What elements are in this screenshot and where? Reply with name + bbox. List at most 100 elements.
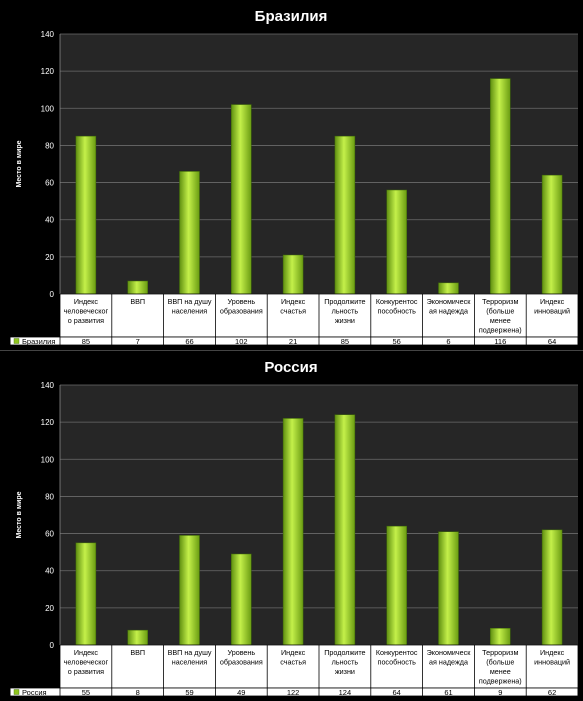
x-category-label: Уровень — [227, 297, 255, 306]
x-category-label: (больше — [486, 307, 514, 316]
y-tick-label: 120 — [41, 67, 55, 76]
data-label: 122 — [287, 688, 300, 697]
x-category-label: человеческог — [64, 658, 109, 667]
chart-title: Бразилия — [255, 8, 328, 25]
x-category-label: жизни — [335, 667, 355, 676]
bar — [490, 628, 511, 646]
x-category-label: инноваций — [534, 658, 570, 667]
y-tick-label: 100 — [41, 455, 55, 464]
chart-russia: Россия 0 20 40 60 80 100 120 140 Место в мире Инде… — [9, 359, 579, 700]
x-category-label: Экономическ — [427, 297, 472, 306]
y-tick-label: 80 — [45, 141, 54, 150]
x-category-label: счастья — [280, 658, 306, 667]
data-label: 55 — [82, 688, 90, 697]
x-category-label: Экономическ — [427, 648, 472, 657]
legend-label: Бразилия — [22, 337, 55, 346]
x-category-label: Уровень — [227, 648, 255, 657]
x-category-label: менее — [490, 667, 511, 676]
y-tick-label: 20 — [45, 604, 54, 613]
x-category-label: пособность — [378, 307, 417, 316]
legend-swatch — [13, 689, 20, 695]
bar — [334, 135, 356, 295]
x-category-label: ВВП на душу — [168, 648, 212, 657]
plot-area — [60, 385, 578, 645]
data-label: 7 — [136, 337, 140, 346]
y-tick-label: 40 — [45, 216, 54, 225]
data-label: 124 — [339, 688, 352, 697]
x-category-label: льность — [332, 307, 359, 316]
x-category-label: Продолжите — [324, 648, 365, 657]
x-category-label: Индекс — [74, 297, 99, 306]
data-label: 6 — [446, 337, 450, 346]
legend-swatch — [13, 338, 20, 344]
x-category-label: менее — [490, 316, 511, 325]
x-category-label: ВВП — [130, 648, 145, 657]
bar — [541, 174, 563, 295]
data-label: 85 — [82, 337, 90, 346]
y-tick-label: 40 — [45, 567, 54, 576]
bar — [179, 535, 200, 646]
bar — [282, 254, 304, 295]
x-category-label: ая надежда — [429, 658, 468, 667]
y-axis-label: Место в мире — [16, 140, 23, 187]
x-category-label: Индекс — [281, 648, 306, 657]
bar — [231, 104, 252, 295]
data-label: 49 — [237, 688, 245, 697]
y-tick-label: 0 — [50, 290, 55, 299]
x-category-label: населения — [172, 307, 207, 316]
bar — [127, 629, 148, 646]
x-category-label: ВВП на душу — [168, 297, 212, 306]
x-category-label: жизни — [335, 316, 355, 325]
y-tick-label: 140 — [41, 30, 55, 39]
x-category-label: Терроризм — [482, 648, 518, 657]
x-category-label: ая надежда — [429, 307, 468, 316]
bar — [438, 531, 459, 646]
chart-panel-brazil: Бразилия 0 20 40 60 80 100 120 140 Место в мире Ин… — [0, 0, 583, 349]
bar — [334, 414, 356, 646]
chart-brazil: Бразилия 0 20 40 60 80 100 120 140 Место в мире Ин… — [9, 8, 579, 349]
x-category-label: подвержена) — [479, 677, 522, 686]
data-label: 102 — [235, 337, 248, 346]
y-tick-label: 0 — [50, 641, 55, 650]
bar — [386, 525, 407, 646]
data-label: 59 — [185, 688, 193, 697]
y-tick-label: 20 — [45, 253, 54, 262]
data-label: 9 — [498, 688, 502, 697]
bar — [75, 542, 97, 646]
bar — [282, 418, 304, 646]
bar — [75, 135, 97, 295]
data-label: 8 — [136, 688, 140, 697]
y-tick-label: 60 — [45, 179, 54, 188]
bar — [127, 280, 148, 295]
data-label: 56 — [393, 337, 401, 346]
x-category-label: Конкурентос — [376, 297, 418, 306]
x-category-label: льность — [332, 658, 359, 667]
data-label: 85 — [341, 337, 349, 346]
bar — [541, 529, 563, 646]
data-label: 21 — [289, 337, 297, 346]
x-category-label: Конкурентос — [376, 648, 418, 657]
x-category-label: ВВП — [130, 297, 145, 306]
x-category-label: образования — [220, 307, 263, 316]
x-category-label: Индекс — [281, 297, 306, 306]
data-label: 61 — [444, 688, 452, 697]
bar — [386, 189, 407, 295]
x-category-label: Индекс — [540, 648, 565, 657]
x-category-label: подвержена) — [479, 326, 522, 335]
legend-label: Россия — [22, 688, 47, 697]
chart-panel-russia: Россия 0 20 40 60 80 100 120 140 Место в мире Инде… — [0, 350, 583, 701]
bar — [179, 171, 200, 295]
bar — [438, 282, 459, 295]
bar — [490, 78, 511, 295]
data-label: 64 — [548, 337, 556, 346]
x-category-label: счастья — [280, 307, 306, 316]
chart-title: Россия — [264, 359, 317, 376]
x-category-label: населения — [172, 658, 207, 667]
x-category-label: о развития — [68, 667, 104, 676]
x-category-label: Индекс — [74, 648, 99, 657]
x-category-label: образования — [220, 658, 263, 667]
data-label: 116 — [494, 337, 506, 346]
x-category-label: инноваций — [534, 307, 570, 316]
y-tick-label: 120 — [41, 418, 55, 427]
x-category-label: Продолжите — [324, 297, 365, 306]
